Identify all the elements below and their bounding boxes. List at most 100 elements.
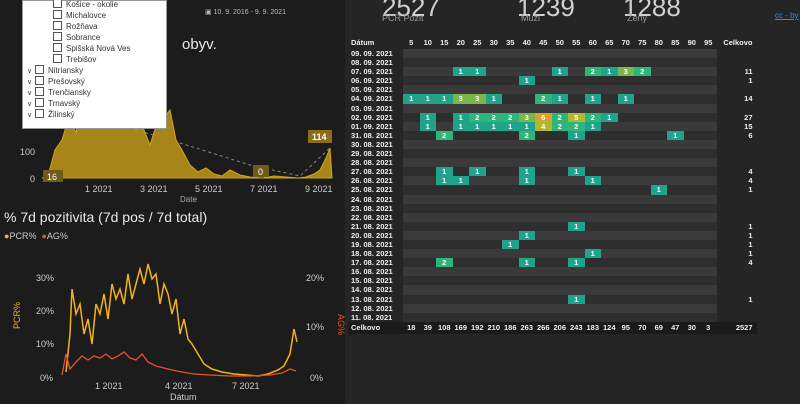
checkbox-icon[interactable]: [53, 43, 62, 52]
checkbox-icon[interactable]: [35, 98, 44, 107]
region-option[interactable]: Košice - okolie: [53, 0, 118, 10]
heat-cell: [683, 94, 700, 104]
x-tick: 4 2021: [165, 381, 193, 391]
heat-cell: [601, 103, 618, 113]
region-dropdown[interactable]: Košice - okolie Michalovce Rožňava Sobrance…: [22, 0, 167, 129]
heat-cell: [535, 139, 552, 150]
heat-cell: [436, 85, 453, 95]
region-option[interactable]: Rožňava: [53, 21, 98, 32]
header-age[interactable]: 60: [588, 38, 597, 47]
heat-cell: [667, 194, 684, 204]
heat-cell: [650, 176, 667, 186]
header-age[interactable]: 10: [423, 38, 432, 47]
region-group[interactable]: ∨ Žilinský: [27, 109, 75, 120]
header-age[interactable]: 35: [506, 38, 515, 47]
heat-cell: [568, 94, 585, 104]
heat-cell: [568, 58, 585, 68]
heat-cell: [403, 167, 420, 177]
heat-cell: [469, 149, 486, 159]
left-tick: 10%: [36, 339, 54, 349]
x-axis-label: Date: [180, 195, 197, 204]
checkbox-icon[interactable]: [53, 54, 62, 63]
heat-cell: 2: [584, 67, 601, 77]
heat-cell: [485, 303, 502, 313]
region-group[interactable]: ∨ Trnavský: [27, 98, 80, 109]
heat-cell: [683, 303, 700, 313]
heat-cell: [469, 276, 486, 286]
header-total[interactable]: Celkovo: [723, 38, 753, 47]
checkbox-icon[interactable]: [35, 109, 44, 118]
heat-cell: [535, 285, 552, 295]
heat-cell: [617, 130, 634, 140]
table-row: 07. 09. 2021 1 1 1 2 1 3 2 11: [348, 67, 757, 77]
header-age[interactable]: 65: [605, 38, 614, 47]
heat-cell: [634, 158, 651, 168]
checkbox-icon[interactable]: [53, 0, 62, 8]
heat-cell: [502, 212, 519, 222]
checkbox-icon[interactable]: [35, 87, 44, 96]
header-age[interactable]: 55: [572, 38, 581, 47]
header-age[interactable]: 90: [687, 38, 696, 47]
chevron-down-icon[interactable]: ∨: [27, 112, 33, 119]
checkbox-icon[interactable]: [53, 21, 62, 30]
heat-cell: 3: [469, 94, 486, 104]
row-date: 23. 08. 2021: [348, 203, 403, 213]
header-age[interactable]: 50: [555, 38, 564, 47]
chevron-down-icon[interactable]: ∨: [27, 79, 33, 86]
chevron-down-icon[interactable]: ∨: [27, 101, 33, 108]
header-date[interactable]: Dátum: [351, 38, 375, 47]
heat-cell: [683, 267, 700, 277]
row-total: [716, 149, 757, 159]
checkbox-icon[interactable]: [35, 76, 44, 85]
checkbox-icon[interactable]: [53, 32, 62, 41]
chevron-down-icon[interactable]: ∨: [27, 90, 33, 97]
heat-cell: [452, 212, 469, 222]
row-total: [716, 158, 757, 168]
region-option[interactable]: Spišská Nová Ves: [53, 43, 130, 54]
header-age[interactable]: 40: [522, 38, 531, 47]
region-option[interactable]: Michalovce: [53, 10, 106, 21]
heat-cell: [634, 49, 651, 59]
row-date: 01. 09. 2021: [348, 121, 403, 131]
header-age[interactable]: 85: [671, 38, 680, 47]
region-group[interactable]: ∨ Prešovský: [27, 76, 85, 87]
header-age[interactable]: 95: [704, 38, 713, 47]
header-age[interactable]: 70: [621, 38, 630, 47]
heat-cell: [584, 194, 601, 204]
header-age[interactable]: 25: [473, 38, 482, 47]
header-age[interactable]: 30: [489, 38, 498, 47]
heat-cell: [568, 49, 585, 59]
group-label: Nitriansky: [48, 66, 84, 75]
heat-cell: [419, 130, 436, 140]
header-age[interactable]: 5: [409, 38, 414, 47]
heat-cell: [502, 103, 519, 113]
heat-cell: [667, 58, 684, 68]
heat-cell: [634, 185, 651, 195]
checkbox-icon[interactable]: [53, 10, 62, 19]
heat-cell: [700, 312, 717, 322]
heat-cell: [634, 203, 651, 213]
heat-cell: [551, 203, 568, 213]
heat-cell: [584, 230, 601, 240]
right-tick: 10%: [306, 322, 324, 332]
heat-cell: [535, 167, 552, 177]
header-age[interactable]: 80: [654, 38, 663, 47]
region-group[interactable]: ∨ Trenčiansky: [27, 87, 91, 98]
heat-cell: [601, 76, 618, 86]
region-option[interactable]: Sobrance: [53, 32, 100, 43]
heat-cell: [700, 103, 717, 113]
header-age[interactable]: 15: [440, 38, 449, 47]
header-age[interactable]: 45: [539, 38, 548, 47]
checkbox-icon[interactable]: [35, 65, 44, 74]
header-age[interactable]: 20: [456, 38, 465, 47]
region-option[interactable]: Trebišov: [53, 54, 96, 65]
row-total: [716, 267, 757, 277]
row-total: [716, 103, 757, 113]
heat-cell: [436, 67, 453, 77]
chevron-down-icon[interactable]: ∨: [27, 68, 33, 75]
region-group[interactable]: ∨ Nitriansky: [27, 65, 83, 76]
license-link[interactable]: cc - by: [775, 11, 799, 20]
heat-cell: [419, 203, 436, 213]
header-age[interactable]: 75: [638, 38, 647, 47]
row-total: [716, 303, 757, 313]
